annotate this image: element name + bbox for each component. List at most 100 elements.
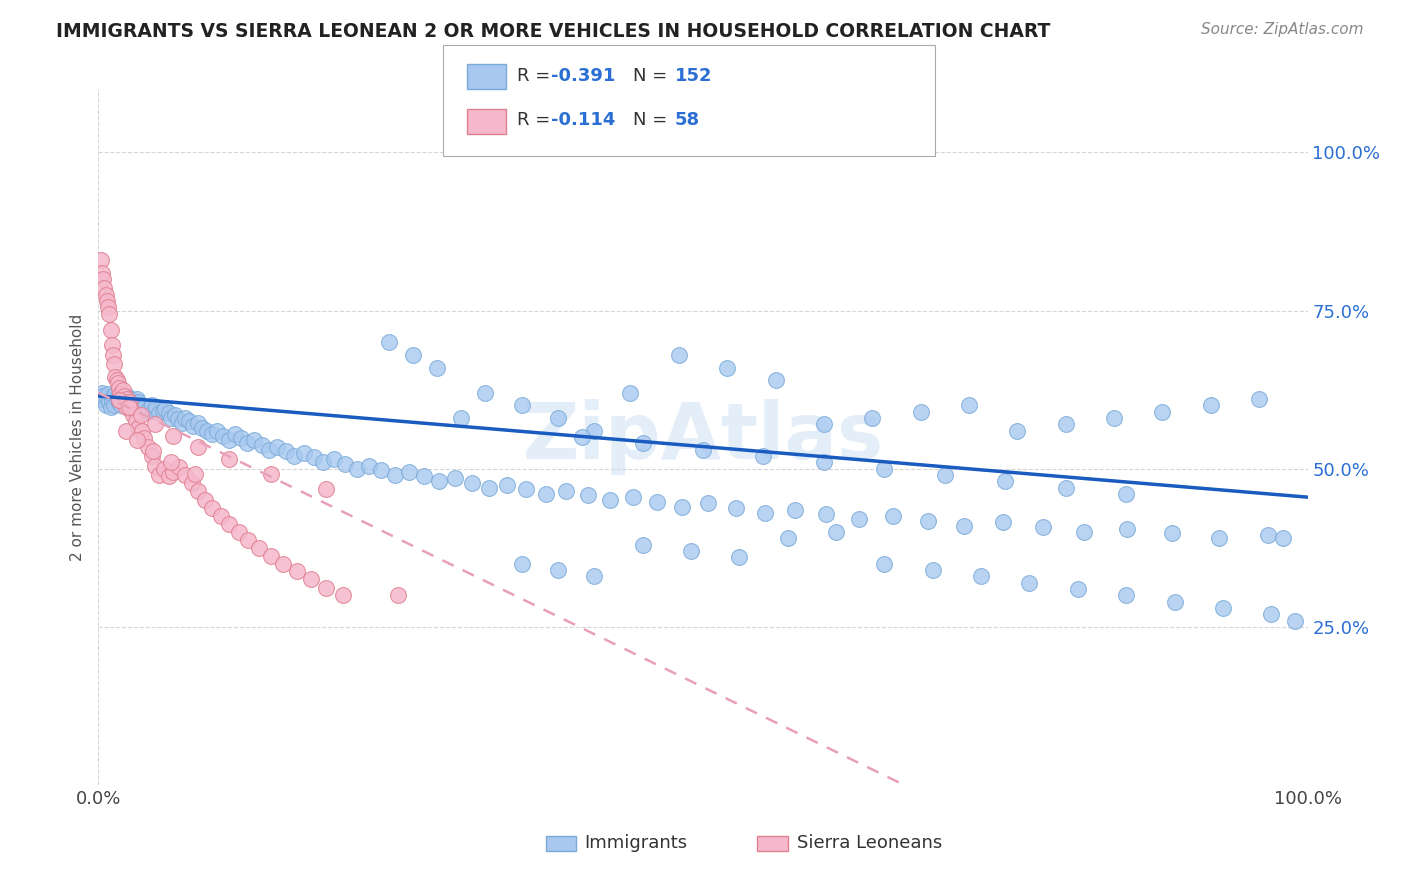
Point [122,395,145,409]
Point [94,399,117,413]
Point [170,416,193,430]
Point [111,387,134,401]
Point [105,373,128,387]
Point [101,389,124,403]
Text: -0.391: -0.391 [551,67,616,85]
Point [444,471,467,485]
Point [91,389,114,403]
Point [953,518,976,533]
Point [111,383,134,397]
Point [195,424,218,438]
Point [412,469,434,483]
Point [292,446,315,460]
Point [224,426,246,441]
Point [100,338,122,352]
Point [100,393,122,408]
Point [510,557,533,571]
Point [131,401,153,416]
Point [478,481,501,495]
Point [873,461,896,475]
Point [187,440,209,454]
Point [1007,424,1029,438]
Point [273,557,295,571]
Point [160,455,183,469]
Point [619,385,641,400]
Point [93,393,115,408]
Point [100,322,122,336]
Point [228,524,250,539]
Point [238,533,260,547]
Point [315,482,337,496]
Point [205,424,228,438]
Point [142,444,165,458]
Point [285,564,308,578]
Point [860,411,883,425]
Point [776,531,799,545]
Point [115,424,138,438]
Point [250,438,273,452]
Point [134,400,156,414]
Point [96,391,118,405]
Point [547,563,569,577]
Point [631,436,654,450]
Point [160,411,183,425]
Point [728,550,751,565]
Point [299,573,322,587]
Point [671,500,693,514]
Point [174,468,197,483]
Point [201,500,224,515]
Point [1163,594,1185,608]
Point [112,395,135,409]
Text: Source: ZipAtlas.com: Source: ZipAtlas.com [1201,22,1364,37]
Point [93,281,115,295]
Point [510,399,533,413]
Point [108,387,131,401]
Point [1115,588,1137,602]
Point [118,400,141,414]
Point [91,266,114,280]
Point [100,400,122,414]
Point [118,396,141,410]
Point [162,429,184,443]
Point [143,403,166,417]
Point [645,494,668,508]
Point [103,357,125,371]
Point [108,395,131,409]
Point [229,431,252,445]
Point [141,399,163,413]
Bar [758,836,787,851]
Point [765,373,787,387]
Point [696,496,718,510]
Point [114,392,136,406]
Point [143,417,166,432]
Point [187,416,209,430]
Point [101,348,124,362]
Point [212,429,235,443]
Point [1249,392,1271,406]
Point [346,461,368,475]
Point [813,455,835,469]
Point [112,389,135,403]
Point [121,400,143,414]
Point [94,287,117,301]
Point [848,512,870,526]
Point [994,475,1017,489]
Point [1115,487,1137,501]
Point [873,557,896,571]
Point [236,436,259,450]
Point [274,444,297,458]
Point [152,403,174,417]
Point [163,408,186,422]
Point [716,360,738,375]
Point [129,408,152,422]
Point [118,393,141,408]
Point [97,301,120,315]
Point [115,391,138,405]
Point [583,424,606,438]
Point [429,475,451,489]
Point [555,483,578,498]
Point [571,430,593,444]
Point [1032,520,1054,534]
Point [107,376,129,391]
Point [118,395,141,409]
